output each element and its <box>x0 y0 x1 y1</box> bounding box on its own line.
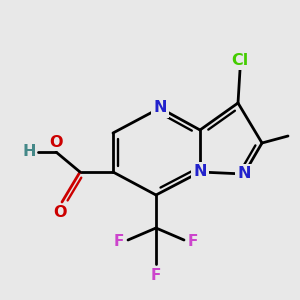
Text: F: F <box>188 235 198 250</box>
Text: O: O <box>49 135 63 150</box>
Text: Cl: Cl <box>231 53 249 68</box>
Text: F: F <box>151 268 161 283</box>
Text: N: N <box>153 100 167 116</box>
Text: N: N <box>193 164 207 179</box>
Text: O: O <box>53 205 67 220</box>
Text: H: H <box>22 145 36 160</box>
Text: F: F <box>114 235 124 250</box>
Text: N: N <box>237 167 251 182</box>
